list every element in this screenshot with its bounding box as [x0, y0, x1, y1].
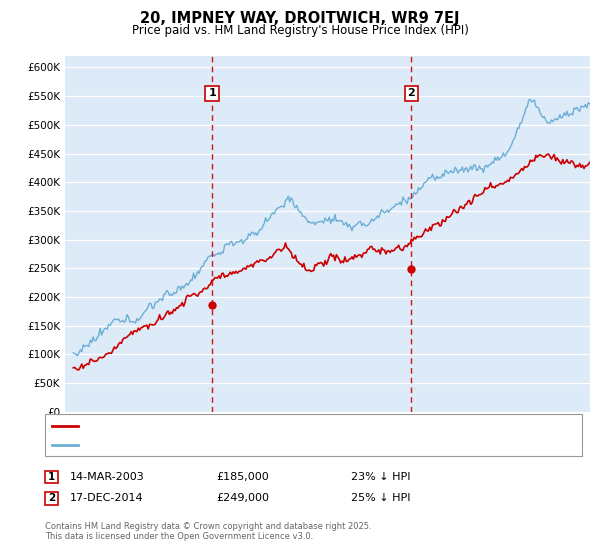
- Text: 2: 2: [48, 493, 55, 503]
- Text: 2: 2: [407, 88, 415, 99]
- Text: 25% ↓ HPI: 25% ↓ HPI: [351, 493, 410, 503]
- Text: 1: 1: [208, 88, 216, 99]
- Text: 20, IMPNEY WAY, DROITWICH, WR9 7EJ: 20, IMPNEY WAY, DROITWICH, WR9 7EJ: [140, 11, 460, 26]
- Text: Price paid vs. HM Land Registry's House Price Index (HPI): Price paid vs. HM Land Registry's House …: [131, 24, 469, 36]
- Text: 20, IMPNEY WAY, DROITWICH, WR9 7EJ (detached house): 20, IMPNEY WAY, DROITWICH, WR9 7EJ (deta…: [82, 421, 379, 431]
- Text: Contains HM Land Registry data © Crown copyright and database right 2025.
This d: Contains HM Land Registry data © Crown c…: [45, 522, 371, 542]
- Text: HPI: Average price, detached house, Wychavon: HPI: Average price, detached house, Wych…: [82, 440, 329, 450]
- Text: £185,000: £185,000: [216, 472, 269, 482]
- Text: £249,000: £249,000: [216, 493, 269, 503]
- Text: 14-MAR-2003: 14-MAR-2003: [70, 472, 145, 482]
- Text: 23% ↓ HPI: 23% ↓ HPI: [351, 472, 410, 482]
- Text: 17-DEC-2014: 17-DEC-2014: [70, 493, 144, 503]
- Text: 1: 1: [48, 472, 55, 482]
